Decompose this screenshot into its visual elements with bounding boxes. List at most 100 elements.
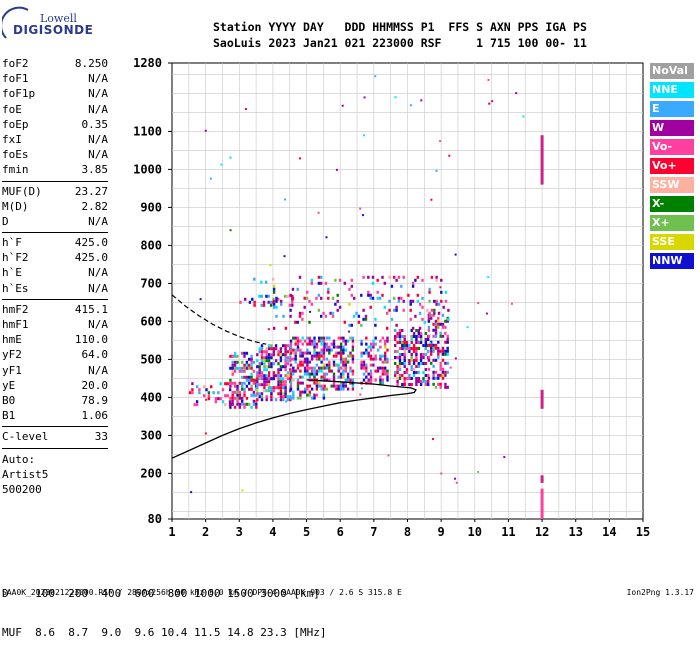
echo-point [265,368,268,372]
legend-entry: NNW [650,253,694,269]
echo-point [248,402,251,406]
echo-point [369,375,373,379]
echo-point [344,360,347,364]
echo-point [417,371,420,374]
echo-point [282,314,285,318]
echo-point [432,322,435,326]
echo-point [503,456,506,459]
param-key: hmF2 [2,302,29,316]
echo-point [337,384,340,388]
echo-point [243,381,246,385]
echo-point [351,345,355,349]
param-row: B1 1.06 [2,409,108,424]
echo-point [395,305,398,309]
echo-point [444,370,447,374]
echo-point [322,363,326,367]
echo-point [362,214,365,217]
param-key: h`F2 [2,251,29,265]
echo-point [308,366,311,370]
echo-point [279,395,283,399]
echo-point [369,293,372,297]
echo-point [362,372,366,376]
echo-point [252,393,256,397]
echo-point [256,386,259,390]
echo-point [233,396,237,400]
echo-point [253,303,256,307]
echo-point [331,296,335,300]
echo-point [401,347,404,350]
echo-point [339,375,343,379]
param-value: 33 [94,430,108,444]
echo-point [286,294,289,298]
echo-point [305,290,309,294]
echo-point [207,397,211,401]
echo-point [217,391,220,395]
echo-point [231,390,234,394]
echo-point [360,351,363,355]
echo-point [248,378,251,382]
y-tick-label: 200 [140,466,162,480]
echo-point [289,384,293,388]
echo-point [343,320,346,324]
echo-point [272,302,276,306]
echo-point [277,297,280,301]
echo-point [320,375,323,379]
echo-point [303,366,307,370]
echo-point [320,348,323,352]
echo-point [279,383,283,387]
echo-point [238,381,241,385]
echo-point [284,383,287,387]
echo-point [335,351,338,355]
echo-point [412,347,416,350]
param-value: N/A [88,87,108,101]
echo-point [398,341,402,344]
legend-entry: NoVal [650,63,694,79]
legend-entry: X- [650,196,694,212]
echo-point [351,372,355,376]
param-key: B0 [2,393,16,407]
echo-point [446,346,449,350]
echo-point [318,369,321,373]
echo-point [362,317,365,321]
echo-point [244,108,247,111]
echo-point [376,369,380,373]
echo-point [337,336,340,340]
echo-point [236,390,239,394]
echo-point [272,284,276,288]
echo-point [250,393,253,397]
echo-point [419,359,423,362]
echo-point [415,365,418,368]
echo-point [336,299,339,303]
echo-point [236,393,239,397]
echo-point [344,381,347,385]
echo-point [303,369,307,373]
echo-point [267,383,271,387]
echo-point [362,378,366,382]
param-value: N/A [88,148,108,162]
echo-point [367,372,370,376]
echo-point [263,368,266,372]
echo-point [430,361,433,365]
echo-point [362,366,366,370]
echo-point [432,328,435,332]
echo-point [313,381,316,385]
echo-point [433,311,436,315]
echo-point [369,348,373,352]
echo-point [243,369,246,373]
param-key: h`Es [2,281,29,295]
echo-point [342,348,345,352]
echo-point [303,357,307,361]
echo-point [277,374,280,378]
echo-point [430,308,434,312]
echo-point [296,366,300,370]
echo-point [282,398,285,402]
echo-point [418,326,422,330]
echo-point [265,356,268,360]
echo-point [444,352,447,356]
echo-point [320,366,323,370]
echo-point [198,391,201,395]
echo-point [437,340,440,344]
echo-point [420,99,423,102]
echo-point [229,384,232,388]
echo-point [485,312,488,315]
